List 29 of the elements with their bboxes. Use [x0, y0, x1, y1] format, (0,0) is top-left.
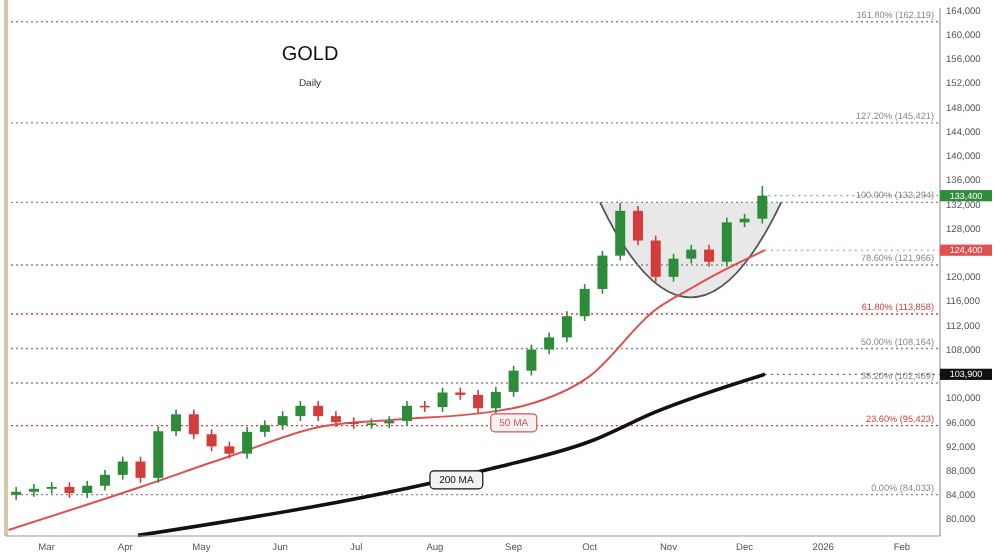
- candlestick: [402, 400, 413, 427]
- candlestick: [242, 426, 253, 460]
- candlestick: [171, 408, 182, 437]
- candlestick: [615, 202, 626, 262]
- candlestick: [99, 469, 110, 492]
- candlestick: [28, 483, 39, 498]
- candlestick: [490, 386, 501, 414]
- candlestick: [437, 386, 448, 413]
- candlestick: [153, 425, 164, 484]
- candlestick: [650, 234, 661, 283]
- candlestick: [473, 389, 484, 414]
- candlestick: [11, 486, 22, 501]
- text: GOLD: [281, 44, 339, 66]
- candlestick: [561, 310, 572, 344]
- candlestick: [526, 343, 537, 377]
- candlestick: [277, 410, 288, 431]
- candlestick: [579, 283, 590, 322]
- candlestick: [721, 216, 732, 268]
- candlestick: [597, 250, 608, 295]
- candlestick: [313, 400, 324, 422]
- candlestick: [508, 365, 519, 398]
- candlestick: [668, 253, 679, 283]
- candlestick: [632, 205, 643, 247]
- candlestick: [686, 243, 697, 265]
- candlestick: [135, 455, 146, 484]
- candlestick: [544, 331, 555, 356]
- candlestick: [117, 455, 128, 481]
- candlestick: [295, 400, 306, 422]
- candlestick: [704, 243, 715, 268]
